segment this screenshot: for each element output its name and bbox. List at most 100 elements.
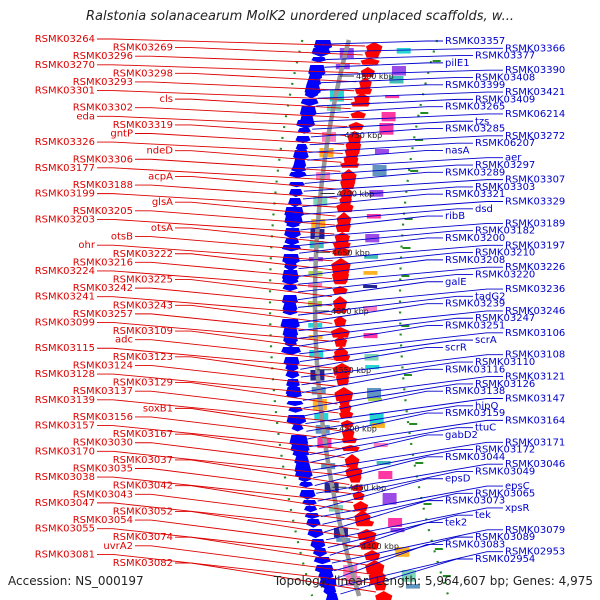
right-gene-label[interactable]: RSMK03246 <box>505 306 565 317</box>
right-gene-label[interactable]: RSMK03220 <box>475 269 535 280</box>
right-gene-label[interactable]: RSMK02953 <box>505 547 565 558</box>
left-gene-label[interactable]: cls <box>160 94 174 105</box>
left-gene-label[interactable]: RSMK03293 <box>73 77 133 88</box>
right-gene-label[interactable]: RSMK03303 <box>475 182 535 193</box>
left-gene-label[interactable]: otsB <box>111 232 133 243</box>
right-gene-label[interactable]: RSMK03247 <box>475 313 535 324</box>
right-gene-label[interactable]: epsD <box>445 474 471 485</box>
right-gene-label[interactable]: RSMK03390 <box>505 65 565 76</box>
right-gene-label[interactable]: RSMK03121 <box>505 372 565 383</box>
right-gene-label[interactable]: RSMK03089 <box>475 532 535 543</box>
left-gene-label[interactable]: RSMK03269 <box>113 43 173 54</box>
right-gene-label[interactable]: RSMK03421 <box>505 87 565 98</box>
left-gene-label[interactable]: RSMK03177 <box>35 163 95 174</box>
right-gene-label[interactable]: RSMK03251 <box>445 321 505 332</box>
left-gene-label[interactable]: gntP <box>110 128 133 139</box>
left-gene-label[interactable]: RSMK03129 <box>113 378 173 389</box>
left-gene-label[interactable]: ndeD <box>146 146 173 157</box>
left-gene-label[interactable]: RSMK03030 <box>73 438 133 449</box>
left-gene-label[interactable]: RSMK03188 <box>73 180 133 191</box>
left-gene-label[interactable]: RSMK03099 <box>35 317 95 328</box>
right-gene-label[interactable]: RSMK03357 <box>445 36 505 47</box>
left-gene-label[interactable]: RSMK03298 <box>113 68 173 79</box>
right-gene-label[interactable]: RSMK03116 <box>445 364 505 375</box>
left-gene-label[interactable]: RSMK03319 <box>113 120 173 131</box>
left-gene-label[interactable]: uvrA2 <box>103 541 133 552</box>
left-gene-label[interactable]: RSMK03241 <box>35 292 95 303</box>
left-gene-label[interactable]: RSMK03157 <box>35 421 95 432</box>
right-gene-label[interactable]: scrR <box>445 342 467 353</box>
right-gene-label[interactable]: RSMK03049 <box>475 466 535 477</box>
right-gene-label[interactable]: RSMK03164 <box>505 415 565 426</box>
left-gene-label[interactable]: RSMK03205 <box>73 206 133 217</box>
right-gene-label[interactable]: RSMK03208 <box>445 255 505 266</box>
left-gene-label[interactable]: RSMK03264 <box>35 34 95 45</box>
right-gene-label[interactable]: RSMK03106 <box>505 328 565 339</box>
left-gene-label[interactable]: RSMK03082 <box>113 558 173 569</box>
right-gene-label[interactable]: RSMK02954 <box>475 554 535 565</box>
right-gene-label[interactable]: RSMK03285 <box>445 124 505 135</box>
right-gene-label[interactable]: RSMK03200 <box>445 233 505 244</box>
right-gene-label[interactable]: RSMK03138 <box>445 386 505 397</box>
left-gene-label[interactable]: RSMK03038 <box>35 472 95 483</box>
left-gene-label[interactable]: RSMK03203 <box>35 214 95 225</box>
left-gene-label[interactable]: RSMK03052 <box>113 506 173 517</box>
left-gene-label[interactable]: RSMK03167 <box>113 429 173 440</box>
right-gene-label[interactable]: RSMK03307 <box>505 175 565 186</box>
right-gene-label[interactable]: gabD2 <box>445 430 478 441</box>
left-gene-label[interactable]: RSMK03156 <box>73 412 133 423</box>
left-gene-label[interactable]: ohr <box>78 240 95 251</box>
right-gene-label[interactable]: tek2 <box>445 518 467 529</box>
right-gene-label[interactable]: RSMK03073 <box>445 496 505 507</box>
left-gene-label[interactable]: RSMK03199 <box>35 189 95 200</box>
left-gene-label[interactable]: RSMK03054 <box>73 515 133 526</box>
left-gene-label[interactable]: RSMK03257 <box>73 309 133 320</box>
right-gene-label[interactable]: ttuC <box>475 423 496 434</box>
right-gene-label[interactable]: RSMK06207 <box>475 138 535 149</box>
right-gene-label[interactable]: hipO <box>475 401 498 412</box>
right-gene-label[interactable]: RSMK03297 <box>475 160 535 171</box>
right-gene-label[interactable]: aer <box>505 153 522 164</box>
right-gene-label[interactable]: xpsR <box>505 503 529 514</box>
left-gene-label[interactable]: RSMK03296 <box>73 51 133 62</box>
left-gene-label[interactable]: RSMK03216 <box>73 257 133 268</box>
left-gene-label[interactable]: RSMK03124 <box>73 360 133 371</box>
right-gene-label[interactable]: RSMK03265 <box>445 102 505 113</box>
right-gene-label[interactable]: RSMK03210 <box>475 248 535 259</box>
left-gene-label[interactable]: RSMK03109 <box>113 326 173 337</box>
right-gene-label[interactable]: RSMK03239 <box>445 299 505 310</box>
right-gene-label[interactable]: galE <box>445 277 467 288</box>
right-gene-label[interactable]: RSMK03182 <box>475 226 535 237</box>
right-gene-label[interactable]: RSMK03110 <box>475 357 535 368</box>
left-gene-label[interactable]: RSMK03115 <box>35 343 95 354</box>
right-gene-label[interactable]: RSMK03366 <box>505 43 565 54</box>
right-gene-label[interactable]: RSMK03046 <box>505 459 565 470</box>
right-gene-label[interactable]: RSMK03226 <box>505 262 565 273</box>
right-gene-label[interactable]: pilE1 <box>445 58 470 69</box>
left-gene-label[interactable]: RSMK03123 <box>113 352 173 363</box>
right-gene-label[interactable]: RSMK03126 <box>475 379 535 390</box>
right-gene-label[interactable]: ribB <box>445 211 465 222</box>
left-gene-label[interactable]: RSMK03170 <box>35 446 95 457</box>
right-gene-label[interactable]: RSMK03079 <box>505 525 565 536</box>
left-gene-label[interactable]: RSMK03306 <box>73 154 133 165</box>
left-gene-label[interactable]: acpA <box>148 171 173 182</box>
left-gene-label[interactable]: RSMK03270 <box>35 60 95 71</box>
left-gene-label[interactable]: RSMK03081 <box>35 549 95 560</box>
left-gene-label[interactable]: RSMK03222 <box>113 249 173 260</box>
right-gene-label[interactable]: scrA <box>475 335 497 346</box>
left-gene-label[interactable]: RSMK03055 <box>35 524 95 535</box>
right-gene-label[interactable]: RSMK03236 <box>505 284 565 295</box>
right-gene-label[interactable]: RSMK03065 <box>475 488 535 499</box>
right-gene-label[interactable]: RSMK03321 <box>445 189 505 200</box>
right-gene-label[interactable]: RSMK03172 <box>475 445 535 456</box>
right-gene-label[interactable]: RSMK03044 <box>445 452 505 463</box>
right-gene-label[interactable]: RSMK03272 <box>505 131 565 142</box>
right-gene-label[interactable]: RSMK03377 <box>475 51 535 62</box>
left-gene-label[interactable]: RSMK03037 <box>113 455 173 466</box>
left-gene-label[interactable]: RSMK03301 <box>35 86 95 97</box>
left-gene-label[interactable]: RSMK03139 <box>35 395 95 406</box>
left-gene-label[interactable]: otsA <box>151 223 173 234</box>
left-gene-label[interactable]: RSMK03302 <box>73 103 133 114</box>
left-gene-label[interactable]: RSMK03137 <box>73 386 133 397</box>
